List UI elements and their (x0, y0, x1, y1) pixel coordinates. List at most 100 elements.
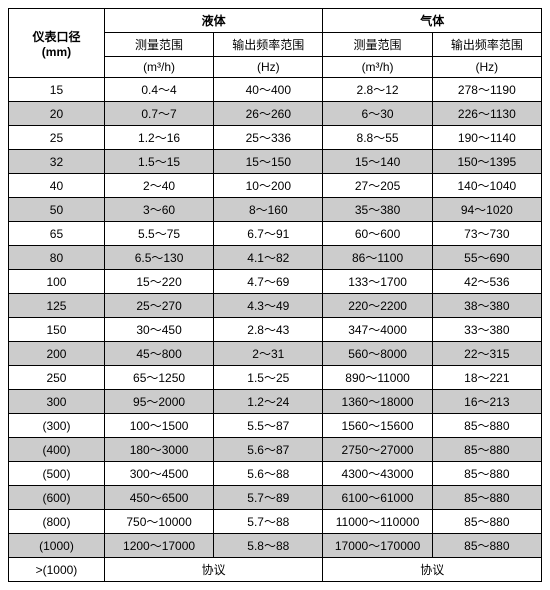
cell-liq-freq: 2.8～43 (214, 318, 323, 342)
cell-gas-freq: 150～1395 (432, 150, 541, 174)
cell-liq-freq: 10～200 (214, 174, 323, 198)
header-diameter-label: 仪表口径 (32, 30, 80, 44)
cell-liq-range: 15～220 (104, 270, 213, 294)
cell-gas-range: 347～4000 (323, 318, 432, 342)
cell-gas-freq: 33～380 (432, 318, 541, 342)
table-row: 402～4010～20027～205140～1040 (9, 174, 542, 198)
table-row: (400)180～30005.6～872750～2700085～880 (9, 438, 542, 462)
cell-liq-range: 750～10000 (104, 510, 213, 534)
cell-liq-range: 45～800 (104, 342, 213, 366)
cell-gas-range: 2750～27000 (323, 438, 432, 462)
cell-liq-range: 300～4500 (104, 462, 213, 486)
cell-liq-range: 1.5～15 (104, 150, 213, 174)
table-row: 15030～4502.8～43347～400033～380 (9, 318, 542, 342)
cell-liq-freq: 26～260 (214, 102, 323, 126)
cell-diameter: (600) (9, 486, 105, 510)
cell-liq-range: 95～2000 (104, 390, 213, 414)
header-group-liquid: 液体 (104, 9, 323, 33)
header-gas-range-label: 测量范围 (323, 33, 432, 57)
cell-gas-range: 6100～61000 (323, 486, 432, 510)
cell-gas-range: 4300～43000 (323, 462, 432, 486)
cell-gas-range: 133～1700 (323, 270, 432, 294)
cell-diameter: (1000) (9, 534, 105, 558)
cell-diameter: 65 (9, 222, 105, 246)
cell-gas-range: 86～1100 (323, 246, 432, 270)
cell-gas-range: 1360～18000 (323, 390, 432, 414)
cell-gas-range: 15～140 (323, 150, 432, 174)
cell-gas-range: 560～8000 (323, 342, 432, 366)
header-liquid-range-unit: (m³/h) (104, 57, 213, 78)
cell-liq-range: 180～3000 (104, 438, 213, 462)
cell-gas-freq: 16～213 (432, 390, 541, 414)
cell-gas-freq: 85～880 (432, 462, 541, 486)
cell-diameter: 250 (9, 366, 105, 390)
header-gas-freq-label: 输出频率范围 (432, 33, 541, 57)
cell-diameter: (400) (9, 438, 105, 462)
cell-liq-range: 3～60 (104, 198, 213, 222)
cell-liq-freq: 5.6～88 (214, 462, 323, 486)
cell-gas-freq: 85～880 (432, 486, 541, 510)
cell-gas-freq: 190～1140 (432, 126, 541, 150)
footer-gas: 协议 (323, 558, 542, 582)
cell-liq-freq: 5.8～88 (214, 534, 323, 558)
cell-liq-freq: 4.1～82 (214, 246, 323, 270)
cell-gas-freq: 18～221 (432, 366, 541, 390)
cell-gas-freq: 73～730 (432, 222, 541, 246)
cell-liq-range: 25～270 (104, 294, 213, 318)
cell-liq-freq: 1.5～25 (214, 366, 323, 390)
table-row: 150.4～440～4002.8～12278～1190 (9, 78, 542, 102)
footer-diameter: >(1000) (9, 558, 105, 582)
table-row: 20045～8002～31560～800022～315 (9, 342, 542, 366)
spec-table: 仪表口径 (mm) 液体 气体 测量范围 输出频率范围 测量范围 输出频率范围 … (8, 8, 542, 582)
cell-gas-range: 11000～110000 (323, 510, 432, 534)
cell-liq-freq: 25～336 (214, 126, 323, 150)
cell-gas-freq: 226～1130 (432, 102, 541, 126)
table-row: 12525～2704.3～49220～220038～380 (9, 294, 542, 318)
cell-liq-freq: 8～160 (214, 198, 323, 222)
cell-liq-freq: 5.5～87 (214, 414, 323, 438)
cell-gas-freq: 22～315 (432, 342, 541, 366)
cell-liq-range: 30～450 (104, 318, 213, 342)
header-gas-freq-unit: (Hz) (432, 57, 541, 78)
table-row: (300)100～15005.5～871560～1560085～880 (9, 414, 542, 438)
header-diameter-unit: (mm) (42, 45, 71, 59)
cell-liq-range: 6.5～130 (104, 246, 213, 270)
cell-gas-range: 27～205 (323, 174, 432, 198)
header-liquid-range-label: 测量范围 (104, 33, 213, 57)
cell-liq-range: 0.4～4 (104, 78, 213, 102)
cell-gas-freq: 55～690 (432, 246, 541, 270)
cell-liq-freq: 6.7～91 (214, 222, 323, 246)
cell-diameter: 80 (9, 246, 105, 270)
table-row: 806.5～1304.1～8286～110055～690 (9, 246, 542, 270)
cell-liq-freq: 5.7～88 (214, 510, 323, 534)
footer-liquid: 协议 (104, 558, 323, 582)
cell-diameter: 20 (9, 102, 105, 126)
table-row: 200.7～726～2606～30226～1130 (9, 102, 542, 126)
cell-diameter: 100 (9, 270, 105, 294)
header-group-gas: 气体 (323, 9, 542, 33)
table-header: 仪表口径 (mm) 液体 气体 测量范围 输出频率范围 测量范围 输出频率范围 … (9, 9, 542, 78)
cell-gas-freq: 38～380 (432, 294, 541, 318)
table-footer-row: >(1000)协议协议 (9, 558, 542, 582)
cell-diameter: 50 (9, 198, 105, 222)
cell-liq-freq: 5.6～87 (214, 438, 323, 462)
table-row: 503～608～16035～38094～1020 (9, 198, 542, 222)
table-row: 25065～12501.5～25890～1100018～221 (9, 366, 542, 390)
cell-diameter: 150 (9, 318, 105, 342)
cell-gas-range: 35～380 (323, 198, 432, 222)
cell-gas-range: 1560～15600 (323, 414, 432, 438)
cell-liq-range: 2～40 (104, 174, 213, 198)
cell-diameter: (300) (9, 414, 105, 438)
cell-gas-freq: 85～880 (432, 438, 541, 462)
table-row: (600)450～65005.7～896100～6100085～880 (9, 486, 542, 510)
cell-diameter: 15 (9, 78, 105, 102)
header-liquid-freq-unit: (Hz) (214, 57, 323, 78)
cell-gas-freq: 42～536 (432, 270, 541, 294)
cell-diameter: 125 (9, 294, 105, 318)
table-row: 655.5～756.7～9160～60073～730 (9, 222, 542, 246)
table-row: (500)300～45005.6～884300～4300085～880 (9, 462, 542, 486)
cell-diameter: (500) (9, 462, 105, 486)
cell-diameter: 300 (9, 390, 105, 414)
table-row: 251.2～1625～3368.8～55190～1140 (9, 126, 542, 150)
cell-gas-range: 890～11000 (323, 366, 432, 390)
